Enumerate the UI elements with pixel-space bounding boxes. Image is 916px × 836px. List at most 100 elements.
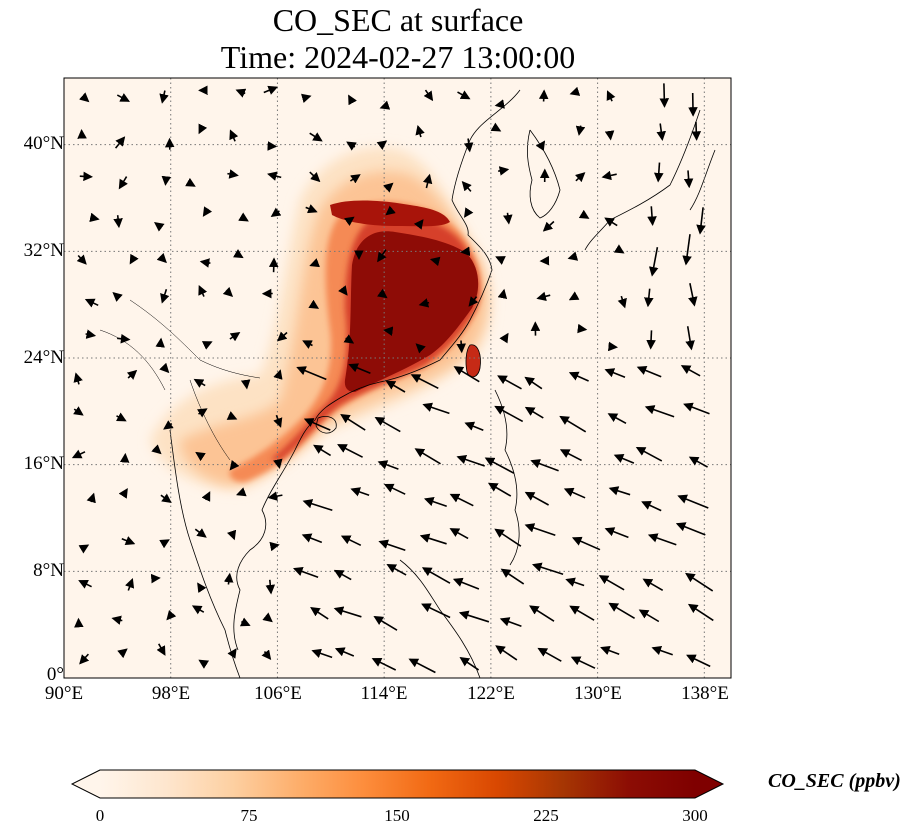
wind-arrow-100 xyxy=(644,288,654,308)
wind-arrow-11 xyxy=(494,99,505,109)
wind-arrow-139 xyxy=(196,408,208,418)
wind-arrow-242 xyxy=(227,648,237,659)
wind-arrow-44 xyxy=(461,180,472,192)
wind-arrow-182 xyxy=(524,491,549,506)
wind-arrow-59 xyxy=(385,205,396,216)
wind-arrow-155 xyxy=(151,444,162,455)
wind-arrow-70 xyxy=(156,252,167,264)
wind-arrow-108 xyxy=(302,340,313,349)
lon-tick-6: 138°E xyxy=(681,683,729,704)
wind-arrow-38 xyxy=(227,169,239,179)
wind-arrow-205 xyxy=(125,577,135,591)
wind-arrow-30 xyxy=(575,125,586,136)
wind-arrow-171 xyxy=(118,488,128,499)
wind-arrow-43 xyxy=(422,173,433,189)
colorbar-label: CO_SEC (ppbv) xyxy=(768,770,901,792)
wind-arrow-147 xyxy=(494,405,524,423)
colorbar-tick-0: 0 xyxy=(95,806,105,825)
wind-arrow-148 xyxy=(524,406,544,419)
wind-arrow-35 xyxy=(118,176,128,190)
wind-vectors xyxy=(71,83,714,674)
wind-arrow-180 xyxy=(449,493,474,507)
wind-arrow-93 xyxy=(377,288,388,299)
wind-arrow-165 xyxy=(530,459,559,472)
wind-arrow-224 xyxy=(191,605,205,615)
wind-arrow-89 xyxy=(222,286,234,297)
colorbar-outline xyxy=(70,769,725,799)
wind-arrow-106 xyxy=(229,332,241,342)
wind-arrow-199 xyxy=(524,523,556,536)
wind-arrow-134 xyxy=(636,365,662,378)
wind-arrow-127 xyxy=(385,380,406,393)
wind-arrow-28 xyxy=(490,122,502,132)
wind-arrow-92 xyxy=(338,285,348,296)
wind-arrow-2 xyxy=(159,90,169,104)
wind-arrow-159 xyxy=(313,444,332,457)
wind-arrow-232 xyxy=(499,617,522,627)
wind-arrow-138 xyxy=(163,420,174,430)
wind-arrow-184 xyxy=(608,486,631,496)
wind-arrow-225 xyxy=(239,617,251,627)
wind-arrow-10 xyxy=(457,90,471,100)
wind-arrow-136 xyxy=(73,406,84,416)
wind-arrow-249 xyxy=(495,645,518,661)
plume-core xyxy=(344,231,479,392)
wind-arrow-66 xyxy=(647,206,657,226)
wind-arrow-240 xyxy=(156,643,166,656)
lat-tick-4: 32°N xyxy=(23,240,64,261)
wind-arrow-142 xyxy=(303,418,331,431)
wind-arrow-129 xyxy=(453,366,480,383)
map-frame xyxy=(63,77,732,679)
wind-arrow-96 xyxy=(497,288,508,300)
wind-arrow-48 xyxy=(601,170,617,181)
colorbar-tick-3: 225 xyxy=(533,806,559,825)
wind-arrow-212 xyxy=(386,564,407,576)
wind-arrow-118 xyxy=(685,326,695,351)
wind-arrow-13 xyxy=(569,86,581,96)
wind-arrow-67 xyxy=(696,207,706,235)
wind-arrow-32 xyxy=(656,123,667,141)
wind-arrow-173 xyxy=(201,491,211,502)
wind-arrow-194 xyxy=(340,535,362,547)
wind-arrow-112 xyxy=(456,340,466,354)
wind-arrow-226 xyxy=(262,612,273,623)
wind-arrow-156 xyxy=(195,451,206,462)
philippines-coast xyxy=(494,389,520,566)
colorbar-under-extension xyxy=(72,770,100,798)
lon-tick-0: 90°E xyxy=(44,683,84,704)
wind-arrow-151 xyxy=(644,405,675,418)
coastlines xyxy=(99,89,716,678)
title-line-1: CO_SEC at surface xyxy=(272,2,524,38)
borneo-coast xyxy=(399,559,481,678)
wind-arrow-143 xyxy=(340,414,366,431)
wind-arrow-253 xyxy=(651,645,673,656)
co-sec-plume xyxy=(150,147,491,490)
wind-arrow-33 xyxy=(691,121,702,141)
wind-arrow-121 xyxy=(159,362,170,374)
wind-arrow-88 xyxy=(198,285,208,297)
wind-arrow-164 xyxy=(484,457,515,474)
wind-arrow-109 xyxy=(343,334,355,344)
wind-arrow-76 xyxy=(377,249,387,263)
wind-arrow-202 xyxy=(647,533,677,546)
wind-arrow-231 xyxy=(458,610,490,623)
wind-arrow-98 xyxy=(568,291,580,301)
wind-arrow-27 xyxy=(463,138,474,153)
wind-arrow-204 xyxy=(78,580,92,589)
wind-arrow-71 xyxy=(199,258,211,268)
wind-arrow-183 xyxy=(563,487,586,499)
wind-arrow-124 xyxy=(273,369,283,380)
wind-arrow-174 xyxy=(235,487,247,497)
wind-arrow-122 xyxy=(193,378,206,388)
wind-arrow-115 xyxy=(577,323,588,334)
wind-arrow-145 xyxy=(422,402,450,415)
wind-arrow-45 xyxy=(498,166,510,176)
wind-arrow-219 xyxy=(642,578,664,591)
lat-tick-1: 8°N xyxy=(33,560,64,581)
wind-arrow-78 xyxy=(460,246,471,257)
wind-arrow-228 xyxy=(333,606,362,618)
wind-arrow-141 xyxy=(273,414,283,428)
wind-arrow-200 xyxy=(571,536,601,551)
wind-arrow-81 xyxy=(567,251,579,261)
